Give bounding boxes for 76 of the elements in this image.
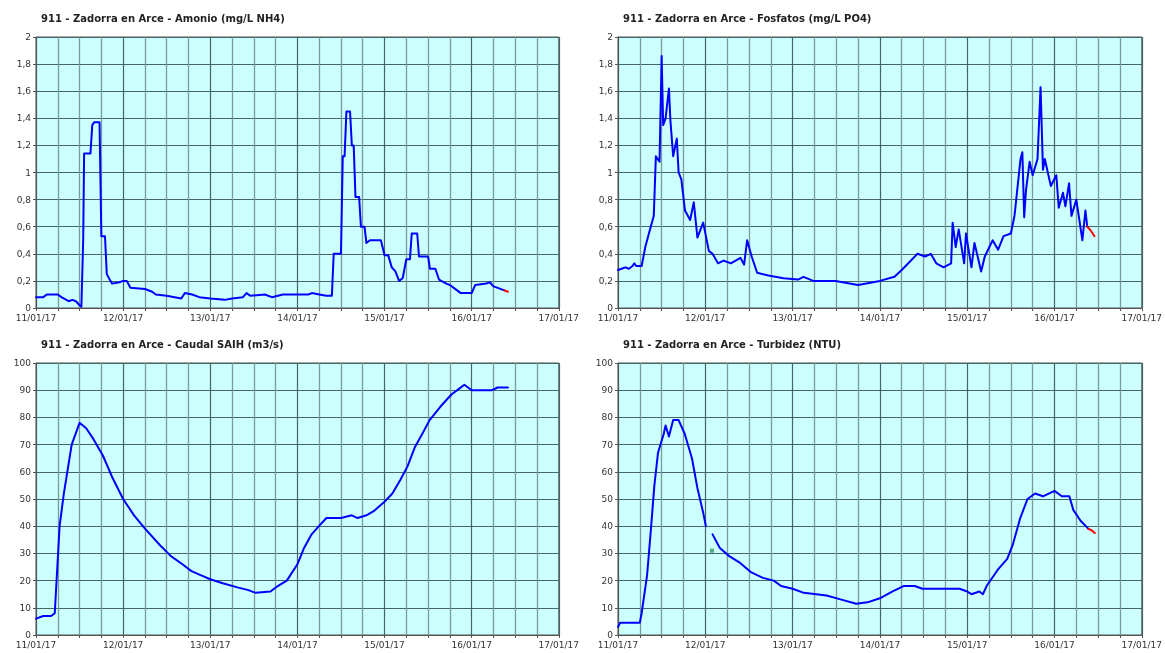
x-tick-label: 17/01/17 (538, 639, 579, 650)
y-tick-label: 10 (601, 602, 614, 613)
x-tick-label: 12/01/17 (685, 639, 726, 650)
x-tick-label: 11/01/17 (15, 639, 57, 650)
y-tick-label: 0,8 (16, 194, 32, 205)
y-tick-label: 0 (25, 630, 32, 640)
x-tick-label: 15/01/17 (946, 312, 988, 323)
y-tick-label: 70 (601, 439, 614, 450)
x-tick-label: 13/01/17 (772, 639, 813, 650)
y-tick-label: 100 (13, 358, 32, 368)
x-tick-label: 12/01/17 (102, 639, 144, 650)
x-tick-label: 13/01/17 (772, 312, 813, 323)
y-tick-label: 1,6 (16, 86, 32, 97)
y-tick-label: 10 (19, 602, 32, 613)
x-tick-label: 15/01/17 (364, 312, 405, 323)
y-tick-label: 1 (607, 167, 613, 178)
y-tick-label: 1,4 (16, 113, 32, 124)
y-tick-label: 40 (601, 521, 614, 532)
y-tick-label: 0,2 (598, 275, 613, 286)
x-tick-label: 15/01/17 (946, 639, 988, 650)
y-tick-label: 60 (19, 466, 32, 477)
y-tick-label: 30 (19, 548, 32, 559)
chart-title: 911 - Zadorra en Arce - Caudal SAIH (m3/s) (41, 338, 284, 350)
y-tick-label: 80 (601, 412, 614, 423)
y-tick-label: 50 (19, 494, 32, 504)
chart-title: 911 - Zadorra en Arce - Turbidez (NTU) (623, 338, 842, 350)
x-tick-label: 17/01/17 (1121, 639, 1162, 650)
y-tick-label: 90 (19, 385, 32, 396)
x-tick-label: 11/01/17 (597, 312, 639, 323)
y-tick-label: 80 (19, 412, 32, 423)
y-tick-label: 20 (601, 575, 614, 586)
x-tick-label: 14/01/17 (859, 639, 901, 650)
y-tick-label: 0 (607, 303, 614, 313)
chart-title: 911 - Zadorra en Arce - Amonio (mg/L NH4) (41, 12, 285, 24)
x-tick-label: 11/01/17 (597, 639, 639, 650)
y-tick-label: 1,8 (598, 59, 614, 70)
chart-title: 911 - Zadorra en Arce - Fosfatos (mg/L PO4) (623, 12, 872, 24)
y-tick-label: 90 (601, 385, 614, 396)
x-tick-label: 16/01/17 (451, 312, 492, 323)
y-tick-label: 2 (25, 32, 31, 42)
x-tick-label: 11/01/17 (15, 312, 57, 323)
x-tick-label: 14/01/17 (277, 639, 318, 650)
y-tick-label: 0,6 (598, 221, 614, 232)
x-tick-label: 14/01/17 (859, 312, 901, 323)
y-tick-label: 1,6 (598, 86, 614, 97)
x-tick-label: 17/01/17 (1121, 312, 1162, 323)
y-tick-label: 20 (19, 575, 32, 586)
y-tick-label: 1 (25, 167, 31, 178)
y-tick-label: 0 (607, 630, 614, 640)
y-tick-label: 100 (595, 358, 614, 368)
y-tick-label: 0 (25, 303, 32, 313)
y-tick-label: 30 (601, 548, 614, 559)
y-tick-label: 70 (19, 439, 32, 450)
y-tick-label: 0,8 (598, 194, 614, 205)
x-tick-label: 15/01/17 (364, 639, 405, 650)
y-tick-label: 40 (19, 521, 32, 532)
y-tick-label: 1,2 (16, 140, 31, 151)
x-tick-label: 17/01/17 (538, 312, 579, 323)
y-tick-label: 0,4 (16, 248, 32, 259)
x-tick-label: 12/01/17 (102, 312, 144, 323)
x-tick-label: 16/01/17 (451, 639, 492, 650)
y-tick-label: 1,8 (16, 59, 32, 70)
x-tick-label: 14/01/17 (277, 312, 318, 323)
y-tick-label: 60 (601, 466, 614, 477)
x-tick-label: 16/01/17 (1034, 312, 1075, 323)
y-tick-label: 1,2 (598, 140, 613, 151)
y-tick-label: 0,4 (598, 248, 614, 259)
x-tick-label: 13/01/17 (190, 312, 231, 323)
y-tick-label: 0,2 (16, 275, 31, 286)
y-tick-label: 50 (601, 494, 614, 504)
x-tick-label: 16/01/17 (1034, 639, 1075, 650)
y-tick-label: 2 (607, 32, 613, 42)
x-tick-label: 12/01/17 (685, 312, 726, 323)
y-tick-label: 0,6 (16, 221, 32, 232)
x-tick-label: 13/01/17 (190, 639, 231, 650)
y-tick-label: 1,4 (598, 113, 614, 124)
